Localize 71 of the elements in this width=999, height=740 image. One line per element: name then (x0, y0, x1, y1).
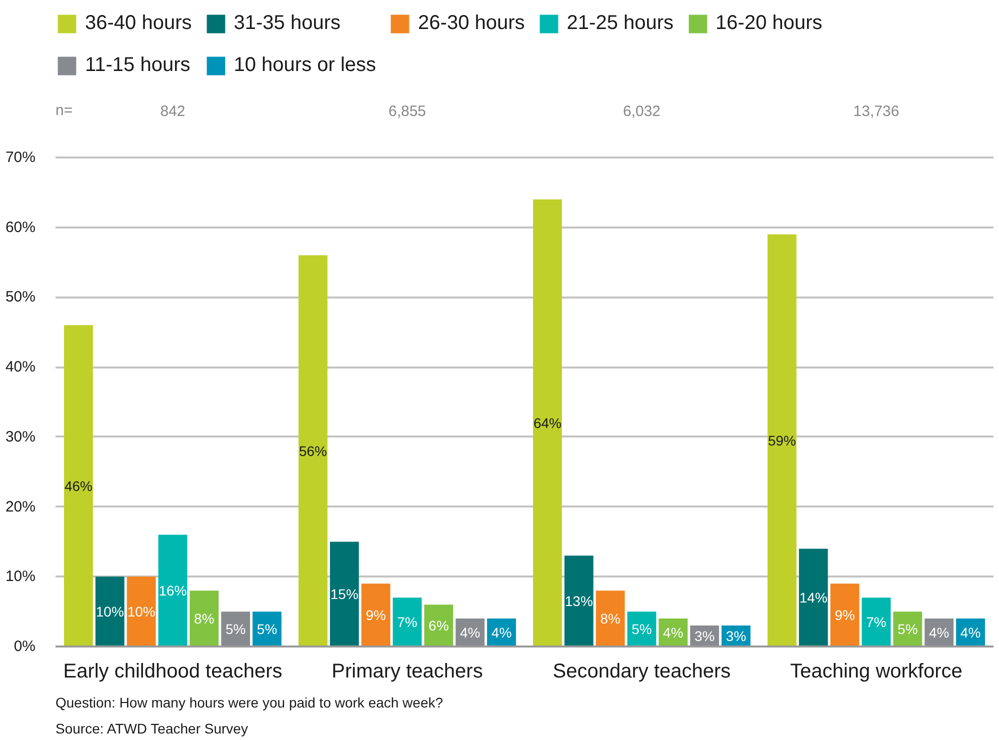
x-tick-label: Secondary teachers (552, 660, 731, 682)
text: Question: How many hours were you paid to work each week? (56, 694, 444, 710)
data-label: 16% (158, 582, 187, 599)
bar (126, 576, 156, 646)
bar (768, 234, 796, 646)
bar (158, 534, 188, 646)
bar (95, 576, 124, 646)
legend-label: 26-30 hours (418, 10, 525, 36)
data-label: 14% (799, 590, 828, 606)
bar (392, 598, 422, 646)
x-tick-label: Primary teachers (332, 660, 483, 682)
text: n= (56, 102, 73, 119)
data-label: 4% (960, 624, 981, 641)
data-label: 9% (366, 607, 386, 624)
y-tick-label: 50% (5, 288, 36, 306)
bar (361, 584, 390, 646)
data-label: 5% (256, 621, 278, 638)
x-tick-label: Teaching workforce (790, 660, 962, 682)
data-label: 3% (726, 628, 746, 644)
bar (424, 604, 454, 646)
legend-label: 16-20 hours (716, 10, 822, 36)
data-label: 9% (834, 607, 855, 624)
data-label: 56% (298, 442, 327, 459)
data-label: 5% (632, 621, 652, 638)
bar (533, 199, 562, 646)
text: 6,855 (388, 103, 426, 120)
bar (190, 590, 219, 646)
text: 842 (160, 103, 186, 120)
bar (330, 542, 359, 646)
data-label: 4% (928, 624, 950, 641)
text: 13,736 (853, 103, 900, 120)
y-tick-label: 60% (5, 218, 36, 236)
bar (64, 325, 93, 646)
data-label: 5% (898, 621, 918, 638)
data-label: 8% (194, 610, 214, 627)
data-label: 64% (533, 414, 562, 431)
source-note: Source: ATWD Teacher Survey (56, 720, 248, 736)
data-label: 7% (866, 614, 886, 630)
legend-label: 10 hours or less (234, 52, 376, 78)
data-label: 10% (127, 604, 156, 620)
bar (298, 255, 328, 646)
y-tick-label: 10% (5, 568, 36, 586)
data-label: 5% (225, 621, 246, 638)
y-tick-label: 0% (14, 638, 36, 655)
data-label: 4% (491, 624, 512, 641)
data-label: 15% (330, 586, 358, 602)
data-label: 10% (96, 604, 124, 620)
x-tick-label: Early childhood teachers (63, 660, 282, 682)
data-label: 4% (663, 624, 684, 641)
bar (564, 556, 594, 646)
bar (596, 590, 625, 646)
data-label: 46% (64, 478, 92, 494)
y-tick-label: 70% (5, 149, 36, 166)
data-label: 13% (564, 593, 593, 610)
data-label: 59% (768, 432, 796, 448)
legend-label: 36-40 hours (85, 10, 192, 36)
y-tick-label: 20% (5, 498, 36, 516)
legend-label: 31-35 hours (234, 10, 340, 36)
y-tick-label: 40% (5, 358, 36, 376)
legend-label: 11-15 hours (85, 52, 190, 78)
bar (798, 548, 828, 646)
bar (830, 584, 860, 646)
legend-label: 21-25 hours (566, 10, 674, 36)
data-label: 3% (694, 628, 715, 644)
y-tick-label: 30% (5, 428, 36, 446)
data-label: 8% (600, 610, 620, 627)
data-label: 6% (428, 618, 449, 634)
data-label: 4% (460, 624, 480, 641)
bar (862, 598, 891, 646)
text: 6,032 (622, 103, 661, 120)
data-label: 7% (397, 614, 418, 630)
